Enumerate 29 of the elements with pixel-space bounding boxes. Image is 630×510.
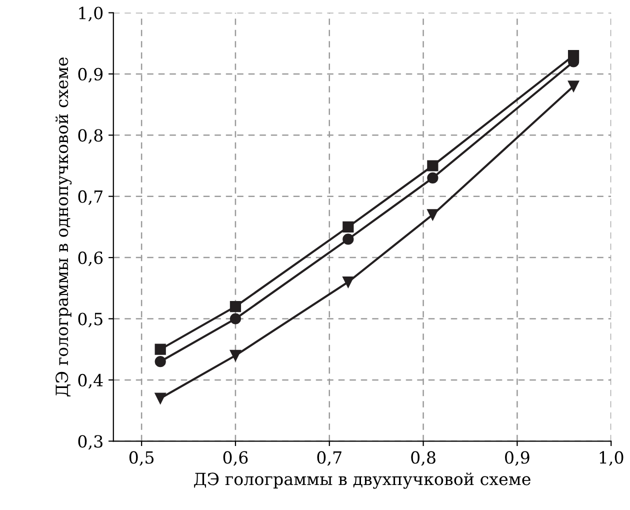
point [342,276,354,288]
x-tick-label: 0,5 [129,451,154,466]
y-tick-label: 0,7 [78,190,102,205]
point [230,300,242,312]
point [154,344,166,355]
point [427,160,438,172]
x-tick-label: 0,9 [505,451,530,466]
point [568,80,580,92]
point [342,221,354,233]
x-axis-title: ДЭ голограммы в двухпучковой схеме [194,472,530,489]
y-tick-label: 0,5 [78,312,102,328]
y-axis-title: ДЭ голограммы в однопучковой схеме [55,57,72,396]
y-tick-label: 0,8 [78,129,103,144]
y-tick-label: 0,6 [78,252,103,266]
x-tick-label: 1,0 [600,451,624,466]
point [427,209,438,220]
x-tick-label: 0,8 [411,451,436,466]
y-tick-label: 0,3 [78,435,102,450]
point [154,392,166,404]
y-tick-label: 0,4 [78,374,103,389]
point [154,356,166,368]
x-tick-label: 0,6 [223,451,248,466]
point [230,350,242,362]
y-tick-label: 1,0 [79,6,103,22]
y-tick-label: 0,9 [78,68,103,83]
point [342,234,354,245]
x-tick-label: 0,7 [317,451,342,466]
point [427,172,438,184]
point [230,313,242,324]
